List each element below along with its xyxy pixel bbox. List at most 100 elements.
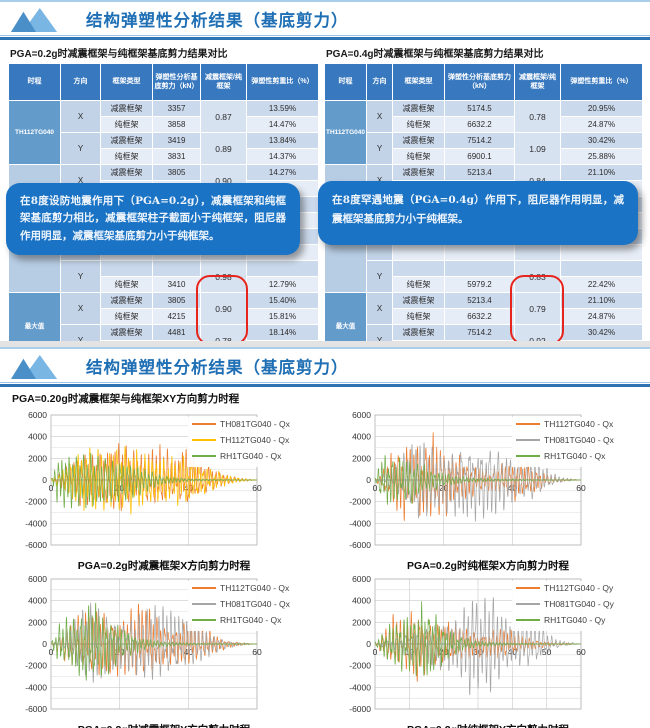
y-tick-label: 4000 — [352, 596, 371, 606]
y-tick-label: 0 — [42, 475, 47, 485]
chart-caption: PGA=0.2g时纯框架Y方向剪力时程 — [329, 722, 647, 728]
table-cell — [560, 260, 643, 277]
table-cell: 12.79% — [246, 276, 319, 293]
charts-grid: -6000 -4000 -2000 0 2000 4000 6000 0 20 40 60 TH081… — [0, 407, 650, 728]
y-tick-label: 4000 — [28, 432, 47, 442]
y-tick-label: -4000 — [349, 518, 371, 528]
column-header: 框架类型 — [100, 63, 153, 101]
table-row: Y 减震框架 7514.2 0.92 30.42% — [325, 324, 643, 341]
table-row: 纯框架8124.9 30.47% — [325, 340, 643, 341]
x-tick-label: 0 — [373, 483, 378, 493]
legend-label: TH112TG040 - Qx — [544, 419, 614, 429]
table-cell: 6632.2 — [444, 308, 515, 325]
column-header: 时程 — [8, 63, 61, 101]
slide-base-shear-tables: 结构弹塑性分析结果（基底剪力） PGA=0.2g时减震框架与纯框架基底剪力结果对… — [0, 0, 650, 341]
table-cell: 纯框架 — [100, 148, 153, 165]
y-tick-label: 2000 — [28, 617, 47, 627]
table-row: 纯框架 4215 15.81% — [9, 308, 319, 325]
table-cell: TH112TG040 — [8, 100, 61, 165]
y-tick-label: -2000 — [25, 661, 47, 671]
table-cell: 最大值 — [8, 292, 61, 341]
table-cell: 3419 — [152, 132, 201, 149]
legend-label: TH112TG040 - Qx — [220, 583, 290, 593]
chart-caption: PGA=0.2g时减震框架Y方向剪力时程 — [5, 722, 323, 728]
y-tick-label: 6000 — [352, 575, 371, 584]
table-cell: Y — [60, 324, 101, 341]
column-header: 弹塑性分析基底剪力（kN） — [152, 63, 201, 101]
table-cell: X — [60, 292, 101, 325]
table-cell: 纯框架 — [100, 340, 153, 341]
table-cell: 21.10% — [560, 292, 643, 309]
slide-header: 结构弹塑性分析结果（基底剪力） — [0, 349, 650, 381]
column-header: 时程 — [324, 63, 367, 101]
table-cell: 最大值 — [324, 292, 367, 341]
table-cell: 4481 — [152, 324, 201, 341]
y-tick-label: -2000 — [349, 497, 371, 507]
column-header: 方向 — [366, 63, 393, 101]
x-tick-label: 40 — [184, 483, 194, 493]
column-header: 方向 — [60, 63, 101, 101]
table-cell: 5213.4 — [444, 164, 515, 181]
table-cell — [392, 260, 445, 277]
y-tick-label: -6000 — [25, 704, 47, 714]
table-cell: 0.79 — [514, 292, 561, 325]
table-subtitles: PGA=0.2g时减震框架与纯框架基底剪力结果对比 PGA=0.4g时减震框架与… — [0, 43, 650, 62]
table-cell: 13.59% — [246, 100, 319, 117]
y-tick-label: -4000 — [25, 518, 47, 528]
table-cell: Y — [366, 260, 393, 293]
table-cell: 0.92 — [514, 324, 561, 341]
table-cell: X — [366, 100, 393, 133]
table-cell: 0.87 — [200, 100, 247, 133]
legend-label: TH081TG040 - Qx — [220, 419, 291, 429]
legend-label: TH112TG040 - Qx — [220, 435, 290, 445]
table-cell: 7514.2 — [444, 132, 515, 149]
table-row: 最大值 X 减震框架 3805 0.90 15.40% — [8, 292, 319, 341]
table-cell: 纯框架 — [100, 276, 153, 293]
table-cell: 14.27% — [246, 164, 319, 181]
x-tick-label: 0 — [49, 647, 54, 657]
legend-label: TH081TG040 - Qx — [544, 435, 615, 445]
table-row: 纯框架 3410 12.79% — [9, 276, 319, 293]
y-tick-label: 4000 — [352, 432, 371, 442]
column-header: 弹塑性分析基底剪力（kN） — [444, 63, 515, 101]
slide-header: 结构弹塑性分析结果（基底剪力） — [0, 2, 650, 34]
table-cell: 30.42% — [560, 324, 643, 341]
x-tick-label: 30 — [473, 647, 483, 657]
header-rule-thick — [0, 384, 650, 387]
table-row: TH112TG040 X 减震框架 3357 0.87 13.59% — [8, 100, 319, 165]
table-row: 纯框架5748 21.56% — [9, 340, 319, 341]
y-tick-label: -6000 — [349, 704, 371, 714]
x-tick-label: 60 — [252, 483, 262, 493]
table-row: X 减震框架 3805 0.90 14.27% — [8, 164, 319, 229]
table-cell: Y — [366, 132, 393, 165]
analysis-note-callout-pga04: 在8度罕遇地震（PGA=0.4g）作用下，阻尼器作用明显，减震框架基底剪力小于纯… — [318, 181, 638, 245]
table-cell: Y — [366, 324, 393, 341]
shear-time-history-chart-4: -6000 -4000 -2000 0 2000 4000 6000 0 10 20 30 40 50 6… — [329, 574, 647, 728]
y-tick-label: 6000 — [352, 411, 371, 420]
shear-time-history-chart-1: -6000 -4000 -2000 0 2000 4000 6000 0 20 40 60 TH081… — [5, 410, 323, 573]
legend-label: RH1TG040 - Qx — [544, 451, 606, 461]
y-tick-label: 2000 — [352, 617, 371, 627]
table-cell: 纯框架 — [392, 308, 445, 325]
table-cell: 14.37% — [246, 148, 319, 165]
subtitle-pga02: PGA=0.2g时减震框架与纯框架基底剪力结果对比 — [10, 49, 228, 60]
page-title: 结构弹塑性分析结果（基底剪力） — [86, 12, 349, 30]
table-cell: 1.09 — [514, 132, 561, 165]
chart-caption: PGA=0.2g时纯框架X方向剪力时程 — [407, 560, 569, 572]
table-cell: 纯框架 — [100, 116, 153, 133]
slide-separator — [0, 341, 650, 347]
table-cell: Y — [60, 260, 101, 293]
table-cell: 15.81% — [246, 308, 319, 325]
y-tick-label: 4000 — [28, 596, 47, 606]
table-cell: 24.87% — [560, 308, 643, 325]
column-header: 弹塑性剪重比（%） — [560, 63, 643, 101]
table-cell: 24.87% — [560, 116, 643, 133]
table-cell: 3831 — [152, 148, 201, 165]
table-cell: 0.89 — [200, 132, 247, 165]
table-cell: 3410 — [152, 276, 201, 293]
table-row: 纯框架 6900.1 25.88% — [325, 148, 643, 165]
